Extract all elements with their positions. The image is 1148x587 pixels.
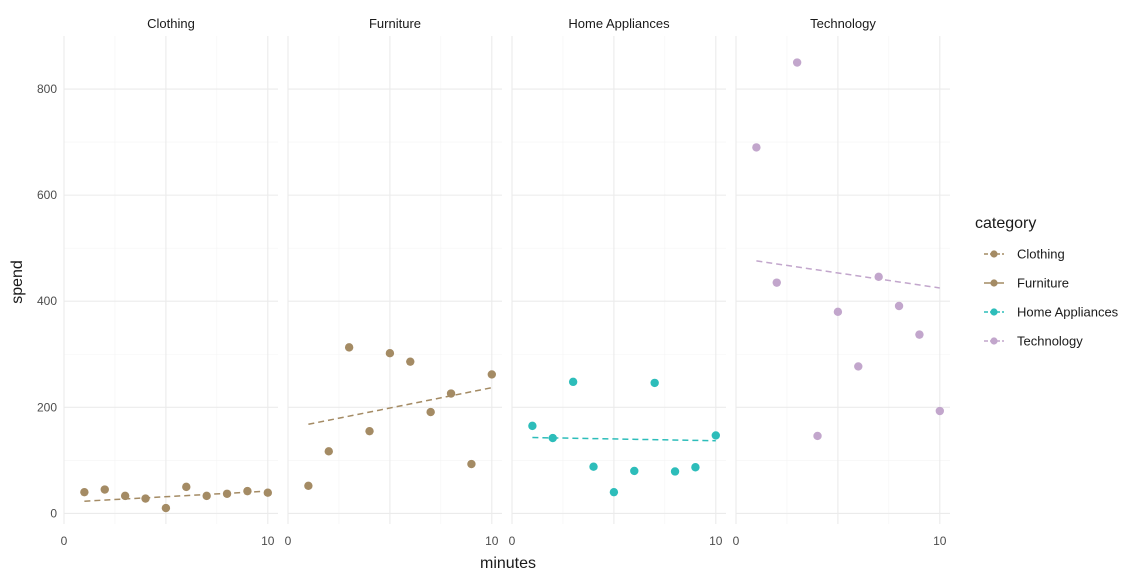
y-tick-label: 200 bbox=[37, 400, 57, 414]
data-point bbox=[894, 301, 904, 311]
x-tick-label: 10 bbox=[709, 534, 723, 548]
facet-label: Furniture bbox=[369, 16, 421, 31]
data-point bbox=[670, 467, 680, 476]
data-point bbox=[304, 481, 313, 491]
data-point bbox=[222, 489, 232, 498]
legend-key-point bbox=[990, 250, 998, 258]
legend-label: Furniture bbox=[1017, 276, 1069, 291]
trend-line bbox=[532, 436, 716, 442]
x-tick-label: 10 bbox=[261, 534, 275, 548]
x-tick-label: 0 bbox=[61, 534, 68, 548]
x-tick-label: 0 bbox=[733, 534, 740, 548]
data-point bbox=[548, 433, 557, 443]
data-point bbox=[182, 482, 191, 492]
panel-clothing: Clothing 0 10 bbox=[61, 16, 278, 548]
data-point bbox=[120, 491, 130, 501]
legend-item-technology: Technology bbox=[984, 334, 1083, 349]
y-axis-title: spend bbox=[9, 260, 26, 304]
data-point bbox=[161, 503, 171, 513]
data-point bbox=[80, 487, 89, 497]
data-point bbox=[406, 357, 415, 366]
legend-title: category bbox=[975, 215, 1036, 232]
data-point bbox=[243, 486, 252, 496]
data-point bbox=[426, 407, 435, 417]
trend-line bbox=[308, 386, 492, 426]
x-tick-label: 0 bbox=[509, 534, 516, 548]
trend-line bbox=[84, 490, 268, 502]
x-tick-label: 10 bbox=[485, 534, 499, 548]
legend-item-furniture: Furniture bbox=[984, 276, 1069, 291]
legend-label: Clothing bbox=[1017, 247, 1065, 262]
data-point bbox=[630, 466, 639, 476]
data-point bbox=[772, 278, 781, 287]
y-axis: 0 200 400 600 800 bbox=[37, 82, 57, 520]
data-point bbox=[935, 406, 945, 416]
data-point bbox=[202, 491, 211, 501]
x-axis-title: minutes bbox=[480, 555, 536, 572]
y-tick-label: 0 bbox=[50, 506, 57, 520]
trend-line bbox=[756, 260, 940, 289]
data-point bbox=[487, 370, 497, 379]
legend-key-point bbox=[990, 308, 998, 316]
y-tick-label: 400 bbox=[37, 294, 57, 308]
data-point bbox=[324, 447, 333, 456]
x-tick-label: 0 bbox=[285, 534, 292, 548]
legend-label: Home Appliances bbox=[1017, 305, 1119, 320]
legend-item-home-appliances: Home Appliances bbox=[984, 305, 1119, 320]
data-point bbox=[568, 377, 578, 387]
panel-furniture: Furniture 0 10 bbox=[285, 16, 502, 548]
data-point bbox=[385, 349, 395, 358]
data-point bbox=[365, 426, 374, 436]
legend-key-point bbox=[990, 337, 998, 345]
data-point bbox=[792, 58, 802, 67]
data-point bbox=[752, 143, 761, 152]
data-point bbox=[446, 389, 456, 398]
facet-label: Clothing bbox=[147, 16, 195, 31]
data-point bbox=[691, 463, 700, 472]
data-point bbox=[467, 459, 476, 469]
data-point bbox=[874, 272, 883, 282]
data-point bbox=[915, 330, 924, 339]
legend: category Clothing Furniture Home Appliance… bbox=[975, 215, 1119, 349]
panel-home-appliances: Home Appliances 0 10 bbox=[509, 16, 726, 548]
legend-key-point bbox=[990, 279, 998, 287]
y-tick-label: 600 bbox=[37, 188, 57, 202]
data-point bbox=[100, 485, 109, 494]
data-point bbox=[609, 487, 619, 497]
facet-label: Home Appliances bbox=[568, 16, 670, 31]
data-point bbox=[263, 488, 273, 497]
legend-label: Technology bbox=[1017, 334, 1083, 349]
facet-label: Technology bbox=[810, 16, 876, 31]
data-point bbox=[650, 378, 659, 388]
data-point bbox=[589, 462, 598, 471]
data-point bbox=[711, 431, 721, 440]
data-point bbox=[528, 421, 537, 431]
y-tick-label: 800 bbox=[37, 82, 57, 96]
data-point bbox=[833, 307, 843, 317]
legend-item-clothing: Clothing bbox=[984, 247, 1065, 262]
data-point bbox=[344, 343, 354, 352]
panel-technology: Technology 0 10 bbox=[733, 16, 950, 548]
data-point bbox=[141, 494, 150, 503]
data-point bbox=[854, 362, 863, 371]
data-point bbox=[813, 431, 822, 441]
x-tick-label: 10 bbox=[933, 534, 947, 548]
